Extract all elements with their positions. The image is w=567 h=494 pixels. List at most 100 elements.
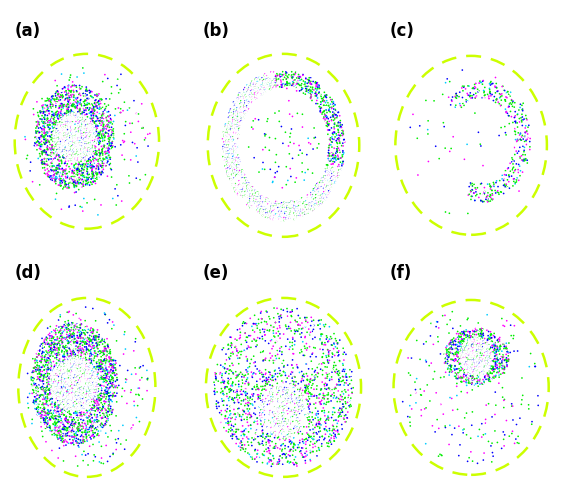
Point	[455, 333, 464, 341]
Point	[73, 339, 82, 347]
Point	[104, 385, 113, 393]
Point	[297, 417, 306, 425]
Point	[40, 366, 49, 374]
Point	[60, 411, 69, 419]
Point	[64, 327, 73, 334]
Point	[231, 121, 240, 129]
Point	[311, 133, 320, 141]
Point	[265, 315, 274, 323]
Point	[464, 360, 473, 368]
Point	[464, 336, 473, 344]
Point	[31, 399, 40, 407]
Point	[239, 103, 248, 111]
Point	[83, 364, 92, 371]
Point	[66, 144, 75, 152]
Point	[88, 178, 97, 186]
Point	[85, 360, 94, 368]
Point	[331, 380, 340, 388]
Point	[259, 81, 268, 88]
Point	[247, 203, 256, 210]
Point	[322, 99, 331, 107]
Point	[276, 383, 285, 391]
Point	[441, 79, 450, 86]
Point	[43, 115, 52, 123]
Point	[78, 175, 87, 183]
Point	[44, 151, 53, 159]
Point	[87, 326, 96, 334]
Point	[285, 417, 294, 425]
Point	[77, 155, 86, 163]
Point	[283, 73, 292, 81]
Point	[97, 120, 106, 127]
Point	[86, 128, 95, 136]
Point	[492, 355, 501, 363]
Point	[290, 198, 299, 206]
Point	[32, 405, 41, 412]
Point	[69, 387, 78, 395]
Point	[60, 375, 69, 383]
Point	[326, 155, 335, 163]
Point	[303, 318, 312, 326]
Point	[39, 416, 48, 424]
Point	[67, 125, 76, 133]
Point	[43, 161, 52, 169]
Point	[41, 390, 50, 398]
Point	[316, 373, 325, 381]
Point	[256, 375, 265, 383]
Point	[73, 343, 82, 351]
Point	[44, 156, 53, 164]
Point	[81, 411, 90, 419]
Point	[290, 83, 299, 91]
Point	[31, 387, 40, 395]
Point	[49, 373, 58, 381]
Point	[86, 333, 95, 341]
Point	[232, 167, 241, 175]
Point	[88, 117, 98, 124]
Point	[311, 181, 320, 189]
Point	[322, 353, 331, 361]
Point	[519, 135, 528, 143]
Point	[285, 406, 294, 413]
Point	[451, 344, 460, 352]
Point	[82, 153, 91, 161]
Point	[103, 389, 112, 397]
Point	[249, 193, 259, 201]
Point	[228, 146, 237, 154]
Point	[310, 203, 319, 211]
Point	[232, 168, 241, 176]
Point	[46, 380, 56, 388]
Point	[80, 372, 89, 380]
Point	[88, 389, 97, 397]
Point	[252, 322, 261, 330]
Point	[86, 92, 95, 100]
Point	[320, 426, 329, 434]
Point	[520, 157, 529, 165]
Point	[49, 382, 58, 390]
Point	[76, 360, 85, 368]
Point	[56, 389, 65, 397]
Point	[221, 122, 230, 130]
Point	[510, 118, 519, 125]
Point	[462, 345, 471, 353]
Point	[92, 389, 101, 397]
Point	[521, 129, 530, 137]
Point	[322, 368, 331, 375]
Point	[294, 401, 303, 409]
Point	[277, 123, 286, 130]
Point	[266, 435, 276, 443]
Point	[62, 128, 71, 136]
Point	[322, 398, 331, 406]
Point	[84, 125, 93, 133]
Point	[303, 206, 312, 213]
Point	[243, 177, 252, 185]
Point	[298, 401, 307, 409]
Point	[249, 453, 258, 461]
Point	[266, 456, 275, 464]
Point	[41, 395, 50, 403]
Point	[99, 411, 108, 418]
Point	[246, 84, 255, 92]
Point	[467, 335, 476, 343]
Point	[278, 426, 287, 434]
Point	[79, 145, 88, 153]
Point	[98, 164, 107, 171]
